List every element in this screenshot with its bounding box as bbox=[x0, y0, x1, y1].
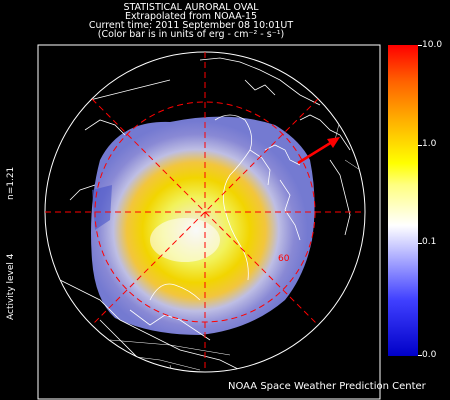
title-line-2: Extrapolated from NOAA-15 bbox=[124, 11, 258, 22]
colorbar bbox=[388, 45, 418, 356]
latitude-longitude-grid bbox=[45, 52, 365, 372]
colorbar-tick-1: 1.0 bbox=[422, 139, 437, 149]
latitude-label-60: 60 bbox=[278, 254, 290, 264]
sun-direction-arrow bbox=[297, 137, 340, 165]
n-value-label: n=1.21 bbox=[6, 166, 16, 200]
colorbar-tickmark-max bbox=[418, 45, 422, 46]
colorbar-tick-max: 10.0 bbox=[422, 40, 443, 50]
map-frame bbox=[37, 44, 381, 400]
colorbar-tickmark-min bbox=[418, 355, 422, 356]
auroral-oval-map: 60 bbox=[37, 44, 381, 400]
auroral-oval-bright-core bbox=[150, 218, 220, 262]
auroral-oval-dim-edge bbox=[92, 185, 112, 230]
colorbar-tick-01: 0.1 bbox=[422, 237, 437, 247]
colorbar-tick-min: 0.0 bbox=[422, 350, 437, 360]
colorbar-tickmark-01 bbox=[418, 243, 422, 244]
title-line-4: (Color bar is in units of erg - cm⁻² - s… bbox=[97, 29, 285, 40]
credit-text: NOAA Space Weather Prediction Center bbox=[228, 381, 426, 392]
activity-level-label: Activity level 4 bbox=[6, 253, 16, 320]
colorbar-tickmark-1 bbox=[418, 145, 422, 146]
title-line-3: Current time: 2011 September 08 10:01UT bbox=[88, 20, 294, 31]
title-line-1: STATISTICAL AURORAL OVAL bbox=[123, 2, 259, 13]
